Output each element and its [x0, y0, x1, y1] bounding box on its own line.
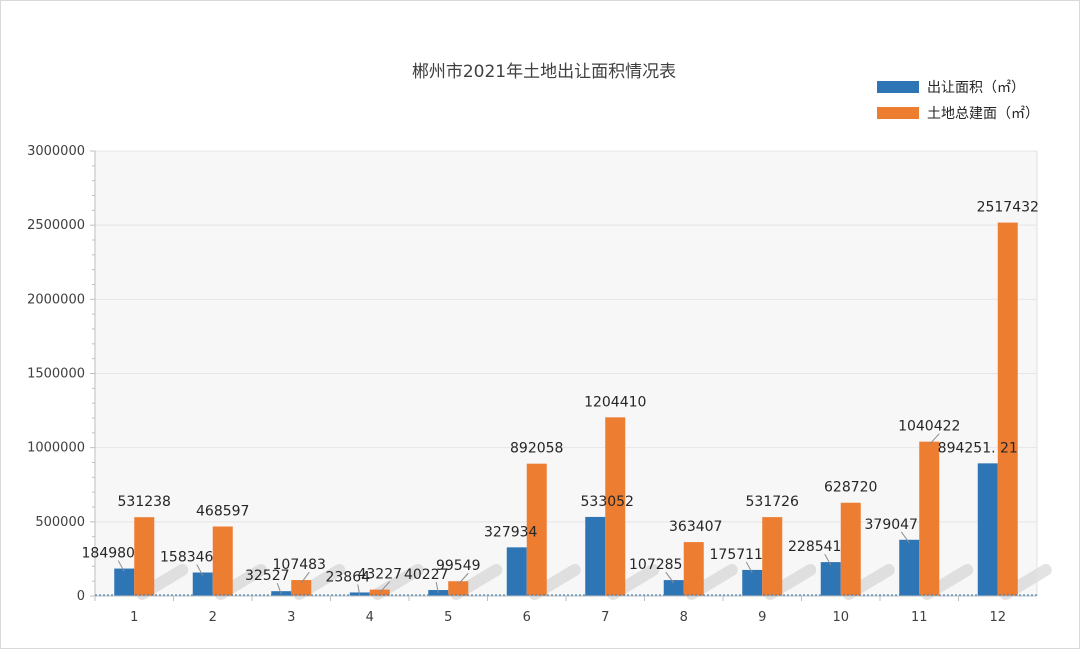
data-label-s2-11: 1040422: [898, 419, 960, 435]
data-label-s1-7: 533052: [581, 494, 634, 510]
leader-line: [900, 531, 910, 544]
data-label-s1-5: 40227: [404, 567, 449, 583]
data-label-s1-1: 184980: [82, 546, 135, 562]
x-tick-label: 4: [366, 610, 374, 625]
bar-s2-7: [605, 417, 626, 596]
bar-s1-2: [192, 572, 213, 596]
bar-s2-10: [840, 502, 861, 596]
data-label-s2-5: 99549: [436, 558, 481, 574]
data-label-s2-8: 363407: [669, 519, 722, 535]
legend-swatch-series-2: [877, 107, 919, 119]
bar-s1-11: [899, 539, 920, 596]
leader-line: [824, 553, 832, 566]
x-tick-label: 9: [758, 610, 766, 625]
x-tick-label: 3: [287, 610, 295, 625]
data-label-s2-4: 43227: [357, 567, 402, 583]
data-label-s1-9: 175711: [710, 547, 763, 563]
leader-line: [357, 584, 361, 596]
x-tick-label: 11: [911, 610, 928, 625]
legend-label-series-2: 土地总建面（㎡）: [927, 106, 1039, 122]
bar-s1-7: [585, 516, 606, 596]
shadow-stroke: [136, 564, 1052, 600]
bar-s2-2: [212, 526, 233, 596]
y-tick-label: 2500000: [27, 218, 85, 233]
data-label-s1-12: 894251. 21: [938, 440, 1018, 456]
data-label-s1-11: 379047: [865, 517, 918, 533]
bar-s1-1: [114, 568, 135, 596]
x-tick-label: 10: [832, 610, 849, 625]
leader-line: [928, 433, 940, 446]
axes: 0 500000 1000000 1500000 2000000 2500000 30000…: [27, 144, 1038, 625]
leader-line: [300, 571, 310, 584]
legend: 出让面积（㎡） 土地总建面（㎡）: [877, 80, 1039, 122]
x-tick-label: 1: [130, 610, 138, 625]
shadow-swoosh: [136, 564, 1052, 600]
bar-s1-9: [742, 569, 763, 596]
bar-s2-8: [683, 542, 704, 596]
x-tick-label: 6: [523, 610, 531, 625]
data-label-s2-10: 628720: [824, 480, 877, 496]
leader-line: [665, 571, 675, 584]
data-label-s1-4: 23864: [325, 569, 370, 585]
leader-line: [117, 560, 125, 572]
data-label-s2-6: 892058: [510, 441, 563, 457]
bar-s1-6: [506, 547, 527, 596]
x-tick-label: 7: [601, 610, 609, 625]
bar-s1-10: [820, 562, 841, 596]
gridlines: [95, 150, 1037, 523]
leader-line: [196, 564, 204, 576]
legend-label-series-1: 出让面积（㎡）: [927, 80, 1025, 96]
y-tick-label: 1000000: [27, 441, 85, 456]
leader-line: [435, 581, 439, 594]
leader-line: [745, 561, 753, 574]
chart-title: 郴州市2021年土地出让面积情况表: [412, 62, 676, 82]
bar-s1-8: [663, 580, 684, 596]
bar-s2-11: [919, 441, 940, 596]
leader-line: [276, 583, 282, 595]
bars: [114, 222, 1018, 596]
y-tick-label: 3000000: [27, 144, 85, 159]
leader-line: [457, 572, 469, 585]
bar-s2-12: [997, 222, 1018, 596]
data-label-s1-10: 228541: [788, 539, 841, 555]
x-tick-label: 5: [444, 610, 452, 625]
data-label-s2-3: 107483: [273, 557, 326, 573]
data-label-s1-6: 327934: [484, 524, 538, 540]
x-tick-label: 2: [209, 610, 217, 625]
bar-s2-5: [448, 581, 469, 596]
data-label-s2-7: 1204410: [584, 394, 646, 410]
data-labels: 184980 158346 32527 23864 40227 327934 533052 1…: [82, 200, 1039, 586]
data-label-s2-2: 468597: [196, 503, 249, 519]
y-tick-label: 1500000: [27, 367, 85, 382]
bar-s2-1: [134, 517, 155, 596]
data-label-s1-8: 107285: [629, 557, 682, 573]
data-label-s2-12: 2517432: [977, 200, 1039, 216]
data-label-s1-2: 158346: [160, 550, 214, 566]
bar-s2-3: [291, 580, 312, 596]
y-tick-label: 2000000: [27, 292, 85, 307]
data-label-s1-3: 32527: [245, 568, 290, 584]
x-tick-label: 8: [680, 610, 688, 625]
legend-swatch-series-1: [877, 81, 919, 93]
data-label-s2-9: 531726: [746, 494, 800, 510]
y-tick-label: 0: [77, 589, 85, 604]
bar-s2-6: [526, 463, 547, 596]
bar-s2-9: [762, 517, 783, 596]
leader-line: [379, 581, 391, 593]
y-tick-label: 500000: [35, 515, 85, 530]
bar-s1-12: [977, 463, 998, 596]
data-label-s2-1: 531238: [118, 494, 171, 510]
leader-lines: [117, 433, 940, 596]
bar-s2-4: [369, 589, 390, 596]
x-tick-label: 12: [989, 610, 1006, 625]
